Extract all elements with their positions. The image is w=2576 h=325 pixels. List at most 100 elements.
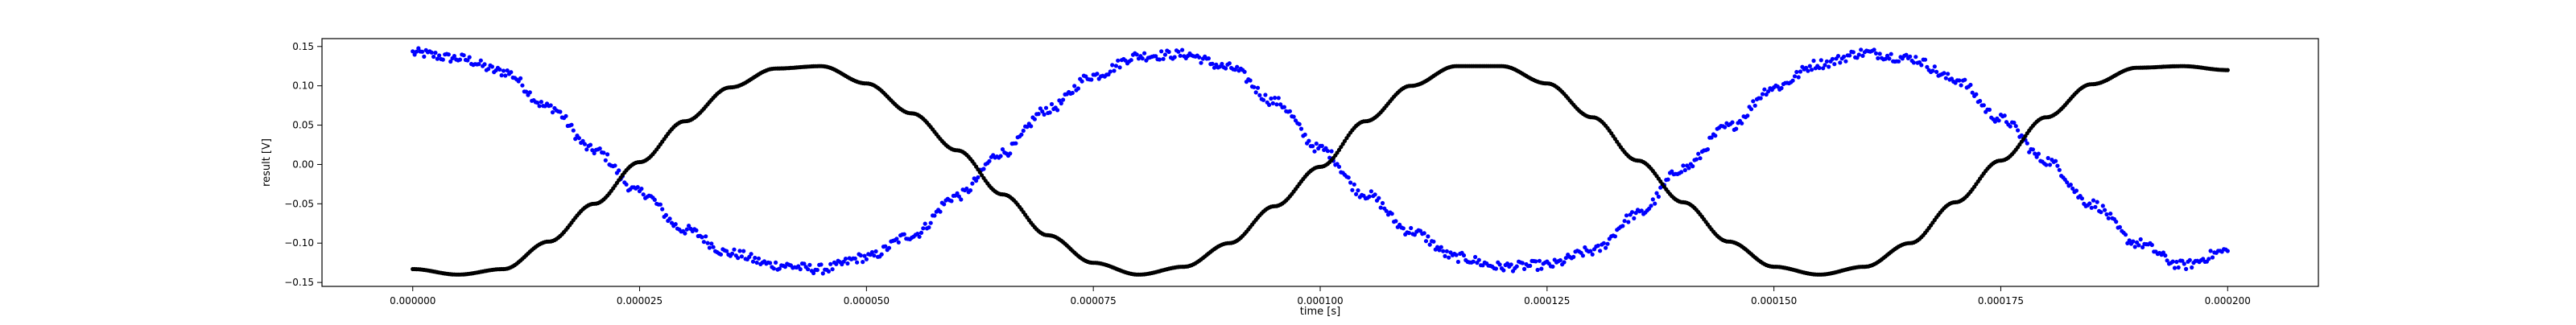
- data-point: [1796, 75, 1801, 80]
- data-point: [1794, 69, 1799, 75]
- data-point: [1154, 54, 1158, 59]
- data-point: [1930, 68, 1935, 73]
- data-point: [2163, 253, 2168, 258]
- data-point: [1622, 219, 1627, 224]
- data-point: [1535, 267, 1540, 273]
- data-point: [1811, 58, 1816, 64]
- x-tick-label: 0.000175: [1978, 295, 2024, 306]
- data-point: [1178, 53, 1183, 58]
- data-point: [1055, 108, 1060, 113]
- data-point: [1422, 231, 1426, 236]
- data-point: [2074, 188, 2079, 193]
- data-point: [537, 104, 542, 109]
- data-point: [1134, 52, 1139, 57]
- x-tick-label: 0.000075: [1071, 295, 1117, 306]
- data-point: [1075, 86, 1080, 91]
- data-point: [2138, 237, 2143, 242]
- data-point: [2036, 151, 2041, 156]
- data-point: [1904, 52, 1909, 57]
- data-point: [617, 168, 621, 173]
- data-point: [613, 163, 617, 168]
- data-point: [1550, 264, 1555, 269]
- data-point: [845, 261, 850, 266]
- data-marks: [411, 46, 2230, 277]
- data-point: [584, 147, 589, 152]
- data-point: [750, 259, 756, 264]
- data-point: [2149, 242, 2154, 248]
- y-tick-label: 0.00: [292, 158, 314, 170]
- data-point: [700, 235, 704, 240]
- x-tick-label: 0.000000: [390, 295, 436, 306]
- data-point: [1605, 241, 1610, 246]
- data-point: [1639, 208, 1644, 213]
- data-point: [1311, 144, 1315, 149]
- data-point: [1830, 56, 1835, 61]
- data-point: [919, 230, 924, 235]
- data-point: [928, 220, 933, 225]
- data-point: [2016, 128, 2021, 133]
- data-point: [1596, 243, 1600, 248]
- data-point: [1412, 232, 1417, 237]
- x-tick-label: 0.000050: [844, 295, 890, 306]
- data-point: [974, 179, 979, 183]
- data-point: [694, 228, 699, 232]
- data-point: [1042, 112, 1046, 117]
- data-point: [1431, 239, 1436, 244]
- data-point: [1059, 101, 1063, 106]
- data-point: [896, 240, 901, 245]
- data-point: [1632, 216, 1637, 220]
- data-point: [2117, 224, 2122, 229]
- data-point: [1297, 121, 1302, 126]
- data-point: [1810, 68, 1814, 72]
- y-tick-label: 0.15: [292, 41, 314, 52]
- data-point: [1764, 92, 1769, 97]
- data-point: [1883, 56, 1888, 61]
- data-point: [535, 101, 540, 105]
- data-point: [1441, 249, 1446, 253]
- data-point: [1690, 164, 1695, 169]
- data-point: [1367, 194, 1372, 199]
- data-point: [987, 158, 992, 163]
- data-point: [830, 267, 835, 272]
- data-point: [1730, 120, 1735, 125]
- data-point: [861, 260, 865, 265]
- data-point: [497, 67, 502, 72]
- data-point: [658, 202, 663, 207]
- data-point: [1913, 55, 1918, 60]
- data-point: [1656, 194, 1661, 200]
- data-point: [1779, 85, 1784, 91]
- data-point: [2225, 249, 2230, 253]
- data-point: [1224, 66, 1228, 71]
- data-point: [1061, 97, 1066, 102]
- data-point: [1522, 266, 1527, 271]
- data-point: [2034, 154, 2039, 159]
- data-point: [1762, 87, 1767, 92]
- data-point: [1380, 200, 1385, 206]
- data-point: [1166, 49, 1171, 55]
- data-point: [465, 58, 470, 63]
- data-point: [1889, 51, 1893, 56]
- data-point: [2131, 239, 2136, 244]
- data-point: [1354, 191, 1359, 196]
- data-point: [1758, 96, 1763, 101]
- y-tick-label: 0.10: [292, 80, 314, 92]
- data-point: [2027, 150, 2032, 154]
- x-tick-label: 0.000100: [1297, 295, 1343, 306]
- data-point: [1072, 84, 1077, 88]
- data-point: [959, 197, 964, 202]
- data-point: [1307, 138, 1311, 143]
- data-point: [2180, 258, 2185, 263]
- data-point: [1908, 54, 1913, 59]
- data-point: [1117, 65, 1122, 70]
- plot-frame: [321, 38, 2319, 287]
- data-point: [1897, 59, 1901, 64]
- data-point: [1694, 157, 1699, 162]
- data-point: [1206, 56, 1211, 61]
- series-1: [411, 64, 2230, 277]
- data-point: [558, 109, 563, 114]
- data-point: [2089, 205, 2094, 210]
- data-point: [499, 73, 504, 78]
- data-point: [435, 56, 440, 61]
- data-point: [976, 175, 980, 180]
- data-point: [1389, 212, 1394, 216]
